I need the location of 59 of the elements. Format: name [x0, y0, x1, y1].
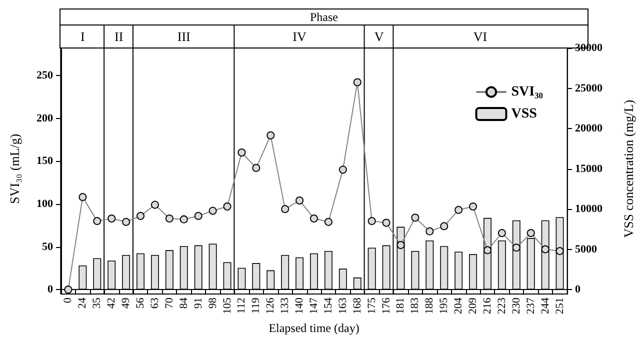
- x-tick-label: 244: [539, 297, 552, 314]
- x-tick-label: 209: [467, 297, 480, 314]
- y2-tick-label: 5000: [575, 243, 598, 256]
- y-tick-label: 50: [42, 240, 54, 253]
- x-tick-label: 56: [134, 297, 147, 309]
- x-tick-label: 147: [308, 297, 320, 314]
- text: Phase: [310, 10, 338, 24]
- x-tick-label: 98: [206, 297, 219, 309]
- legend-label: V: [374, 29, 384, 44]
- x-tick-label: 63: [148, 297, 161, 309]
- x-tick-label: 183: [409, 297, 422, 314]
- band-label: VI: [473, 29, 488, 44]
- x-tick-label: 105: [221, 297, 234, 314]
- x-tick-label: 133: [279, 297, 292, 314]
- legend-label: SVI₃₀: [511, 84, 544, 100]
- y-tick-label: 200: [36, 112, 54, 124]
- x-tick-label: 126: [264, 297, 277, 314]
- x-tick-label: 49: [120, 297, 132, 309]
- y2-axis-title: VSS concentration (mg/L): [621, 100, 636, 238]
- x-tick-label: 204: [452, 297, 465, 314]
- band-label: I: [80, 29, 85, 44]
- y-axis-title: SVI₃₀ (mL/g): [7, 134, 22, 204]
- x-tick-label: 91: [192, 298, 204, 309]
- x-tick-label: 24: [76, 297, 89, 309]
- x-tick-label: 112: [236, 298, 248, 314]
- x-tick-label: 230: [510, 297, 522, 314]
- x-axis-title: Elapsed time (day): [268, 321, 360, 335]
- x-tick-label: 70: [163, 297, 176, 309]
- x-tick-label: 237: [524, 297, 537, 314]
- x-tick-label: 84: [178, 297, 190, 309]
- y-tick-label: 150: [36, 155, 54, 168]
- band-label: IV: [292, 29, 308, 44]
- x-tick-label: 216: [481, 297, 494, 314]
- x-tick-label: 251: [554, 298, 566, 314]
- x-tick-label: 181: [394, 298, 407, 314]
- x-tick-label: 35: [91, 297, 104, 309]
- y-tick-label: 100: [36, 198, 54, 210]
- y2-tick-label: 15000: [575, 162, 603, 175]
- x-tick-label: 176: [380, 297, 392, 314]
- x-tick-label: 163: [336, 297, 349, 314]
- y2-tick-label: 20000: [575, 122, 603, 135]
- y2-tick-label: 10000: [575, 203, 603, 216]
- legend-label: II: [114, 29, 124, 44]
- x-tick-label: 140: [294, 297, 306, 314]
- y-tick-label: 0: [48, 284, 54, 296]
- x-tick-label: 0: [62, 297, 74, 304]
- x-tick-label: 175: [366, 297, 378, 314]
- y2-tick-label: 25000: [575, 82, 603, 94]
- legend-label: VSS: [511, 106, 538, 122]
- y-tick-label: 250: [36, 69, 54, 82]
- band-label: III: [177, 29, 190, 44]
- x-tick-label: 195: [438, 297, 450, 314]
- x-tick-label: 168: [351, 297, 364, 314]
- x-tick-label: 223: [496, 297, 508, 314]
- x-tick-label: 188: [424, 297, 436, 314]
- x-tick-label: 42: [106, 298, 118, 309]
- y2-tick-label: 0: [575, 284, 581, 296]
- x-tick-label: 154: [322, 297, 334, 314]
- x-tick-label: 119: [250, 297, 262, 314]
